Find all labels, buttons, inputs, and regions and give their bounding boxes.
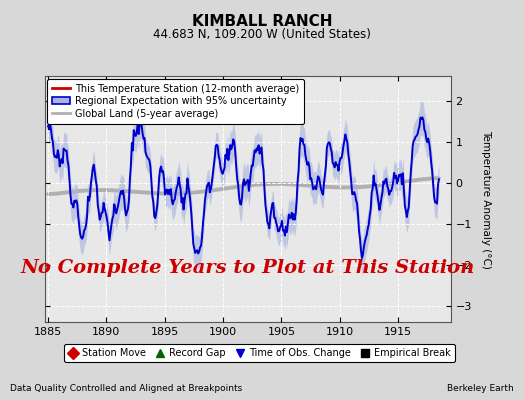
Legend: Station Move, Record Gap, Time of Obs. Change, Empirical Break: Station Move, Record Gap, Time of Obs. C… <box>64 344 455 362</box>
Text: No Complete Years to Plot at This Station: No Complete Years to Plot at This Statio… <box>20 259 475 277</box>
Text: KIMBALL RANCH: KIMBALL RANCH <box>192 14 332 29</box>
Text: Data Quality Controlled and Aligned at Breakpoints: Data Quality Controlled and Aligned at B… <box>10 384 243 393</box>
Legend: This Temperature Station (12-month average), Regional Expectation with 95% uncer: This Temperature Station (12-month avera… <box>48 79 304 124</box>
Text: Berkeley Earth: Berkeley Earth <box>447 384 514 393</box>
Y-axis label: Temperature Anomaly (°C): Temperature Anomaly (°C) <box>482 130 492 268</box>
Text: 44.683 N, 109.200 W (United States): 44.683 N, 109.200 W (United States) <box>153 28 371 41</box>
